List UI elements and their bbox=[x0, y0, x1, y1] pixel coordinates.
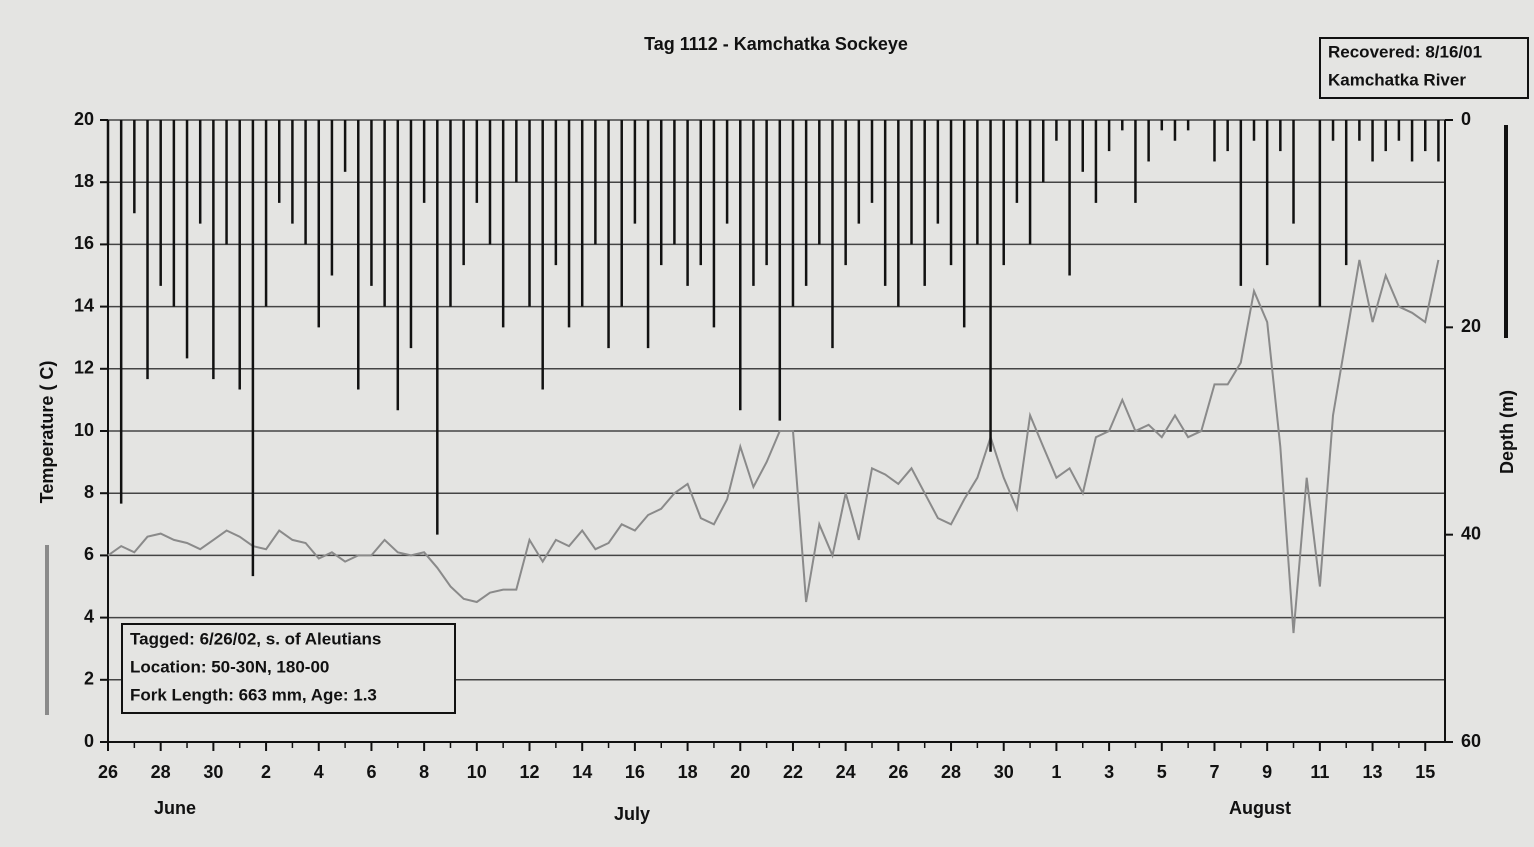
y-tick-label: 8 bbox=[84, 482, 94, 502]
month-label: August bbox=[1229, 798, 1291, 818]
x-tick-label: 4 bbox=[314, 762, 324, 782]
y2-tick-label: 0 bbox=[1461, 109, 1471, 129]
x-tick-label: 2 bbox=[261, 762, 271, 782]
y-axis-label: Temperature ( C) bbox=[37, 361, 57, 504]
x-tick-label: 8 bbox=[419, 762, 429, 782]
y-tick-label: 0 bbox=[84, 731, 94, 751]
y2-tick-label: 20 bbox=[1461, 316, 1481, 336]
y-tick-label: 18 bbox=[74, 171, 94, 191]
tagged-note: Fork Length: 663 mm, Age: 1.3 bbox=[130, 685, 377, 704]
y2-tick-label: 60 bbox=[1461, 731, 1481, 751]
x-tick-label: 28 bbox=[151, 762, 171, 782]
y-tick-label: 6 bbox=[84, 544, 94, 564]
month-label: June bbox=[154, 798, 196, 818]
temperature-line bbox=[107, 259, 1440, 634]
y-tick-label: 4 bbox=[84, 606, 94, 626]
tagged-note: Tagged: 6/26/02, s. of Aleutians bbox=[130, 629, 381, 648]
tagged-box bbox=[121, 623, 456, 714]
x-tick-label: 26 bbox=[888, 762, 908, 782]
x-tick-label: 16 bbox=[625, 762, 645, 782]
y2-tick-label: 40 bbox=[1461, 523, 1481, 543]
x-tick-label: 13 bbox=[1363, 762, 1383, 782]
recovered-box bbox=[1319, 37, 1529, 99]
x-tick-label: 11 bbox=[1310, 762, 1329, 782]
tagged-note: Location: 50-30N, 180-00 bbox=[130, 657, 329, 676]
x-tick-label: 28 bbox=[941, 762, 961, 782]
y-tick-label: 2 bbox=[84, 669, 94, 689]
x-tick-label: 24 bbox=[836, 762, 856, 782]
x-tick-label: 30 bbox=[994, 762, 1014, 782]
y2-axis-label: Depth (m) bbox=[1497, 390, 1517, 474]
x-tick-label: 6 bbox=[366, 762, 376, 782]
recovered-note: Kamchatka River bbox=[1328, 70, 1466, 89]
x-tick-label: 7 bbox=[1209, 762, 1219, 782]
x-tick-label: 30 bbox=[203, 762, 223, 782]
x-tick-label: 9 bbox=[1262, 762, 1272, 782]
recovered-note: Recovered: 8/16/01 bbox=[1328, 42, 1482, 61]
x-tick-label: 22 bbox=[783, 762, 803, 782]
y-tick-label: 14 bbox=[74, 295, 94, 315]
x-tick-label: 3 bbox=[1104, 762, 1114, 782]
y-tick-label: 20 bbox=[74, 109, 94, 129]
x-tick-label: 12 bbox=[520, 762, 540, 782]
y-tick-label: 10 bbox=[74, 420, 94, 440]
x-tick-label: 10 bbox=[467, 762, 487, 782]
y-tick-label: 16 bbox=[74, 233, 94, 253]
x-tick-label: 15 bbox=[1415, 762, 1435, 782]
chart-title: Tag 1112 - Kamchatka Sockeye bbox=[644, 34, 908, 54]
x-tick-label: 26 bbox=[98, 762, 118, 782]
x-tick-label: 14 bbox=[572, 762, 592, 782]
y-tick-label: 12 bbox=[74, 358, 94, 378]
x-tick-label: 5 bbox=[1157, 762, 1167, 782]
x-tick-label: 1 bbox=[1051, 762, 1061, 782]
month-label: July bbox=[614, 804, 650, 824]
x-tick-label: 20 bbox=[730, 762, 750, 782]
x-tick-label: 18 bbox=[678, 762, 698, 782]
